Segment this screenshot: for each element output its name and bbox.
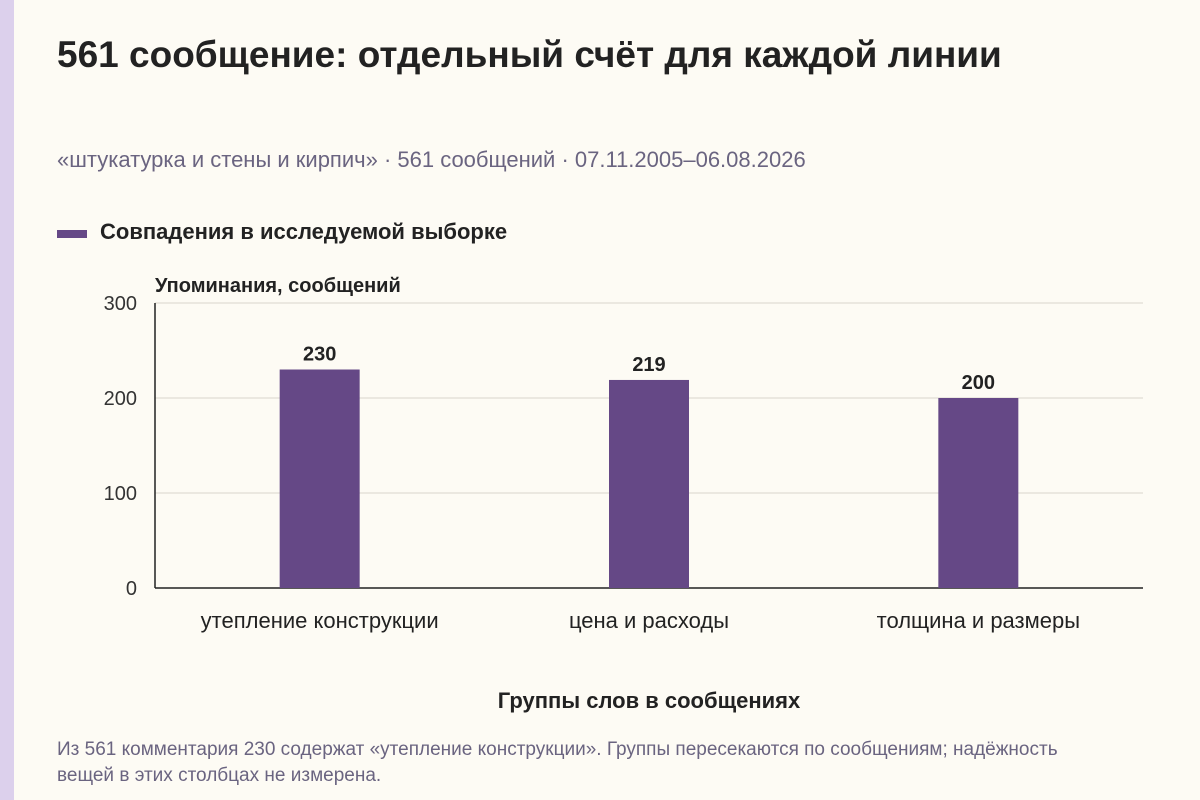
- y-axis-title: Упоминания, сообщений: [155, 275, 401, 297]
- footnote: Из 561 комментария 230 содержат «утеплен…: [57, 739, 1058, 786]
- legend: Совпадения в исследуемой выборке: [57, 219, 507, 245]
- bar-value-label: 219: [632, 354, 665, 376]
- bar: [279, 369, 360, 588]
- y-tick-label: 0: [126, 578, 137, 600]
- bar: [938, 398, 1019, 588]
- x-category-label: цена и расходы: [569, 608, 729, 633]
- x-axis-title: Группы слов в сообщениях: [498, 688, 801, 713]
- page-title: 561 сообщение: отдельный счёт для каждой…: [57, 34, 1002, 75]
- bar-value-label: 230: [303, 344, 336, 366]
- legend-swatch: [57, 230, 87, 238]
- y-tick-label: 200: [104, 388, 137, 410]
- bar: [609, 379, 689, 588]
- x-category-label: утепление конструкции: [201, 608, 439, 633]
- y-tick-label: 300: [104, 293, 137, 315]
- bar-chart: 0 100 200 300 230 утепление конструкции 219 цен…: [104, 275, 1143, 713]
- y-tick-label: 100: [104, 483, 137, 505]
- bar-value-label: 200: [962, 372, 995, 394]
- legend-label: Совпадения в исследуемой выборке: [100, 219, 508, 244]
- x-category-label: толщина и размеры: [877, 608, 1080, 633]
- accent-strip: [0, 0, 14, 800]
- page-subtitle: «штукатурка и стены и кирпич» · 561 сооб…: [57, 147, 806, 172]
